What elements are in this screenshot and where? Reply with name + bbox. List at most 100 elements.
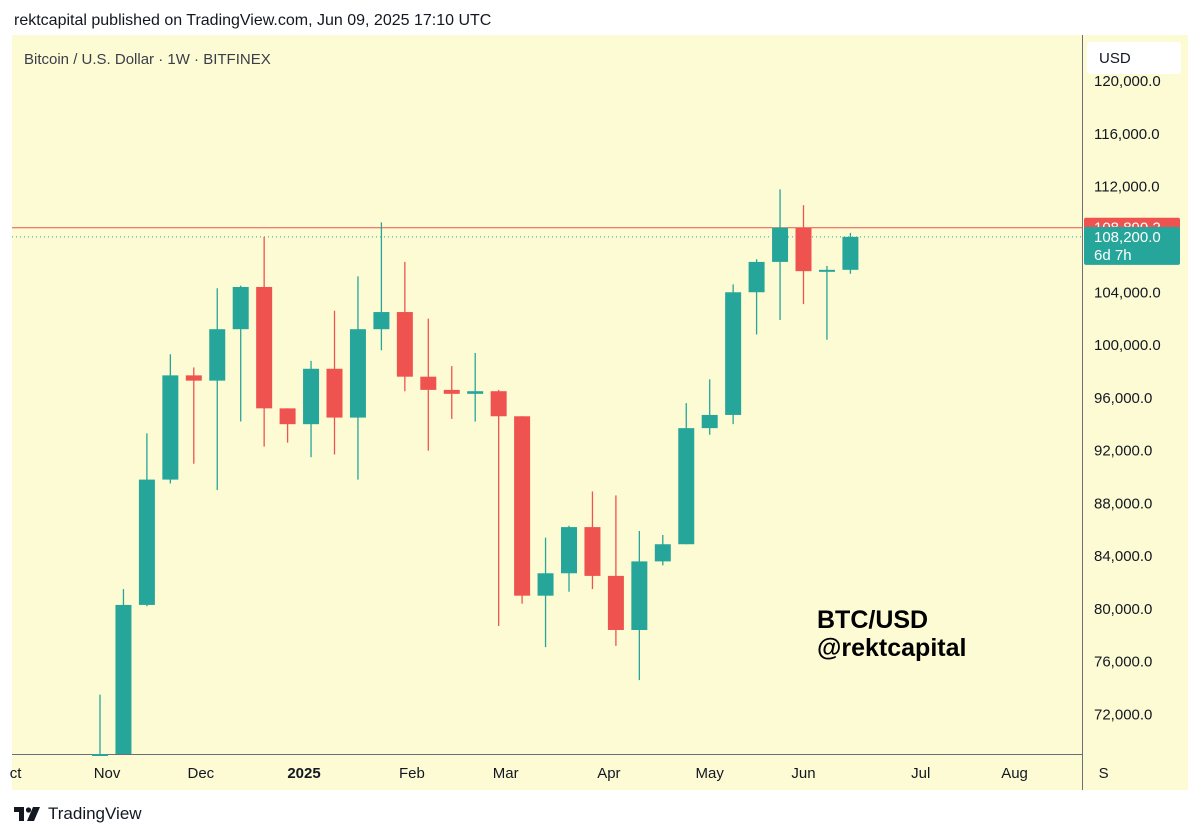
y-tick-label: 116,000.0 xyxy=(1094,126,1160,143)
candle-body xyxy=(772,227,789,262)
candle-11 xyxy=(349,276,366,480)
x-tick-label: May xyxy=(696,765,725,782)
y-axis-ticks: 72,000.0 76,000.0 80,000.0 84,000.0 88,000.0… xyxy=(1094,73,1161,723)
candle-15 xyxy=(443,366,460,419)
candle-20 xyxy=(561,525,577,592)
candle-body xyxy=(373,312,390,330)
price-label-box-1 xyxy=(1084,226,1180,265)
candle-23 xyxy=(631,531,648,681)
candle-29 xyxy=(772,189,789,320)
x-tick-label: Nov xyxy=(94,765,121,782)
y-tick-label: 84,000.0 xyxy=(1094,548,1152,565)
footer: TradingView xyxy=(14,802,142,826)
candle-12 xyxy=(373,222,390,351)
candle-body xyxy=(631,561,648,630)
y-tick-label: 104,000.0 xyxy=(1094,284,1161,301)
candle-body xyxy=(256,286,273,409)
x-tick-label: 2025 xyxy=(287,765,320,782)
candle-18 xyxy=(514,416,531,604)
candle-body xyxy=(443,389,460,394)
candle-21 xyxy=(584,491,601,590)
price-axis-background xyxy=(1082,35,1188,754)
currency-box[interactable] xyxy=(1087,42,1181,74)
time-axis-background xyxy=(12,754,1188,790)
candle-24 xyxy=(654,535,671,566)
candle-31 xyxy=(818,265,835,340)
x-tick-label: ct xyxy=(10,765,23,782)
candle-body xyxy=(537,573,554,596)
y-tick-label: 92,000.0 xyxy=(1094,443,1152,460)
candle-body xyxy=(725,292,742,415)
x-tick-label: Aug xyxy=(1001,765,1028,782)
candle-body xyxy=(514,416,531,596)
candle-body xyxy=(467,391,484,394)
price-label-countdown: 6d 7h xyxy=(1094,247,1132,264)
candle-9 xyxy=(303,360,320,458)
candle-body xyxy=(396,312,413,377)
x-tick-label: Jun xyxy=(791,765,815,782)
candle-16 xyxy=(467,352,484,422)
candle-body xyxy=(607,575,624,630)
candle-13 xyxy=(396,261,413,392)
candle-19 xyxy=(537,537,554,648)
candle-body xyxy=(795,227,812,272)
candle-body xyxy=(349,329,366,418)
candle-1 xyxy=(115,589,132,754)
x-tick-label: Feb xyxy=(399,765,425,782)
candle-body xyxy=(115,604,132,754)
watermark-line-2: @rektcapital xyxy=(817,634,966,662)
candle-body xyxy=(303,368,320,425)
y-tick-label: 80,000.0 xyxy=(1094,601,1152,618)
candle-body xyxy=(326,368,343,418)
candle-body xyxy=(701,414,718,429)
y-tick-label: 88,000.0 xyxy=(1094,495,1152,512)
published-header: rektcapital published on TradingView.com… xyxy=(14,12,492,29)
candle-26 xyxy=(701,379,718,435)
candle-body xyxy=(138,479,155,605)
candle-body xyxy=(279,408,296,425)
candle-27 xyxy=(725,284,742,425)
candle-22 xyxy=(607,495,624,646)
candle-body xyxy=(678,428,695,545)
candle-3 xyxy=(162,354,179,484)
x-tick-label: Dec xyxy=(187,765,214,782)
candle-2 xyxy=(138,433,155,607)
candle-body xyxy=(654,544,671,562)
x-axis-ticks: ct Nov Dec 2025 Feb Mar Apr May Jun Jul Aug S xyxy=(10,765,1109,782)
candle-body xyxy=(185,375,202,381)
x-tick-label: S xyxy=(1099,765,1109,782)
candle-body xyxy=(420,376,437,390)
candle-14 xyxy=(420,318,437,451)
candle-6 xyxy=(232,285,249,422)
candle-28 xyxy=(748,259,765,335)
x-tick-label: Mar xyxy=(493,765,519,782)
y-tick-label: 100,000.0 xyxy=(1094,337,1161,354)
currency-label[interactable]: USD xyxy=(1099,50,1131,67)
candle-10 xyxy=(326,310,343,455)
candle-body xyxy=(92,754,108,756)
candle-body xyxy=(490,391,507,417)
price-lines xyxy=(12,227,1082,238)
y-tick-label: 112,000.0 xyxy=(1094,179,1160,196)
tradingview-brand[interactable]: TradingView xyxy=(48,804,142,823)
candle-17 xyxy=(490,389,507,627)
candle-32 xyxy=(842,232,859,274)
x-tick-label: Jul xyxy=(911,765,930,782)
candle-0 xyxy=(92,694,108,756)
candle-7 xyxy=(256,236,273,447)
candle-4 xyxy=(185,367,202,464)
candle-30 xyxy=(795,205,812,305)
candle-body xyxy=(842,236,859,270)
candle-8 xyxy=(279,408,296,443)
tradingview-logo-icon[interactable] xyxy=(14,805,42,823)
y-tick-label: 76,000.0 xyxy=(1094,654,1152,671)
x-tick-label: Apr xyxy=(597,765,620,782)
candle-body xyxy=(561,527,577,574)
candle-5 xyxy=(209,288,226,491)
candle-body xyxy=(818,269,835,272)
y-tick-label: 72,000.0 xyxy=(1094,706,1152,723)
candle-body xyxy=(748,261,765,293)
candle-body xyxy=(209,329,226,381)
y-tick-label: 120,000.0 xyxy=(1094,73,1161,90)
